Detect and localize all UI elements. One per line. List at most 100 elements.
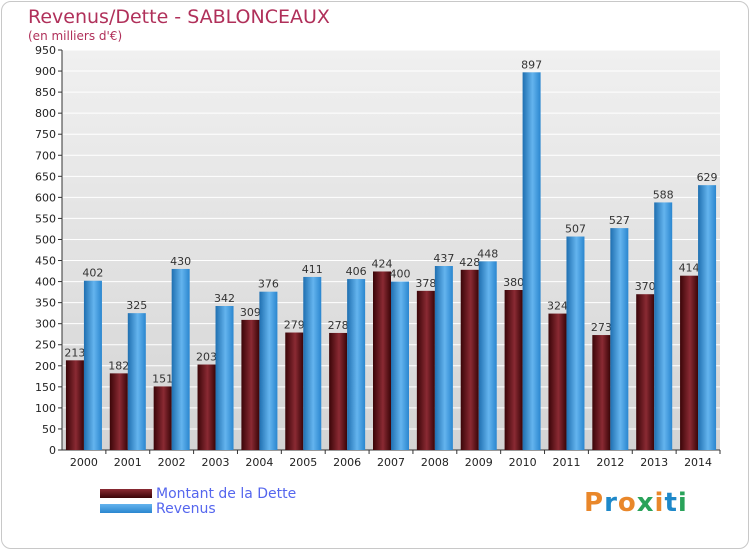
data-label-dette: 414 [679,262,700,275]
data-label-dette: 424 [372,257,393,270]
x-tick-label: 2010 [509,456,537,469]
bar-dette [373,271,391,450]
data-label-dette: 279 [284,319,305,332]
legend-swatch-dette [100,489,152,498]
y-tick-label: 400 [35,276,56,289]
y-tick-label: 800 [35,107,56,120]
bar-dette [416,290,435,450]
x-tick-label: 2005 [289,456,317,469]
data-label-dette: 273 [591,321,612,334]
logo-letter: o [617,488,637,518]
bar-dette [285,332,304,450]
data-label-dette: 378 [415,277,436,290]
data-label-revenus: 342 [214,292,235,305]
bar-dette [636,294,655,450]
data-label-dette: 309 [240,306,261,319]
y-tick-label: 600 [35,191,56,204]
bar-revenus [566,236,585,450]
x-tick-label: 2014 [684,456,712,469]
data-label-dette: 182 [108,359,129,372]
logo-letter: x [636,488,655,518]
y-tick-label: 100 [35,402,56,415]
x-tick-label: 2011 [552,456,580,469]
data-label-revenus: 400 [390,268,411,281]
legend-label-revenus: Revenus [156,500,216,517]
bar-revenus [522,72,541,450]
y-tick-label: 500 [35,233,56,246]
bar-revenus [215,306,234,450]
y-tick-label: 450 [35,255,56,268]
bar-revenus [303,276,322,450]
chart-title: Revenus/Dette - SABLONCEAUX [28,6,330,28]
y-tick-label: 50 [42,423,56,436]
bar-dette [680,275,699,450]
x-tick-label: 2012 [596,456,624,469]
y-tick-label: 650 [35,170,56,183]
logo-letter: i [677,488,688,518]
x-tick-label: 2007 [377,456,405,469]
bar-revenus [171,268,190,450]
bar-revenus [391,281,409,450]
x-tick-label: 2009 [465,456,493,469]
y-tick-label: 700 [35,149,56,162]
x-tick-label: 2004 [245,456,273,469]
bar-dette [197,364,216,450]
bar-revenus [654,202,673,450]
data-label-dette: 380 [503,276,524,289]
logo-letter: t [664,488,678,518]
data-label-revenus: 437 [433,252,454,265]
data-label-dette: 213 [64,346,85,359]
data-label-revenus: 430 [170,255,191,268]
bar-dette [241,319,260,450]
legend-item-revenus: Revenus [100,500,296,517]
x-tick-label: 2002 [158,456,186,469]
bar-revenus [347,279,366,450]
y-tick-label: 250 [35,339,56,352]
bar-dette [592,335,611,450]
y-tick-label: 750 [35,128,56,141]
x-tick-label: 2000 [70,456,98,469]
proxiti-logo: Proxiti [584,488,688,518]
data-label-revenus: 411 [302,263,323,276]
data-label-dette: 278 [328,319,349,332]
data-label-revenus: 406 [346,265,367,278]
bar-revenus [610,228,629,450]
bar-revenus [127,313,146,450]
x-tick-label: 2006 [333,456,361,469]
data-label-revenus: 448 [477,247,498,260]
logo-letter: P [584,488,605,518]
y-tick-label: 350 [35,297,56,310]
data-label-revenus: 507 [565,223,586,236]
data-label-revenus: 325 [126,299,147,312]
x-tick-label: 2001 [114,456,142,469]
y-tick-label: 550 [35,212,56,225]
y-tick-label: 150 [35,381,56,394]
bar-revenus [698,185,717,450]
y-tick-label: 850 [35,86,56,99]
data-label-revenus: 376 [258,278,279,291]
y-tick-label: 950 [35,44,56,57]
y-tick-label: 200 [35,360,56,373]
data-label-dette: 324 [547,300,568,313]
data-label-revenus: 588 [653,188,674,201]
y-tick-label: 900 [35,65,56,78]
chart-subtitle: (en milliers d'€) [28,29,123,43]
bar-dette [329,332,348,450]
data-label-dette: 151 [152,372,173,385]
data-label-revenus: 629 [697,171,718,184]
bar-dette [109,373,128,450]
bar-revenus [259,291,278,450]
data-label-dette: 203 [196,351,217,364]
bar-revenus [478,261,497,450]
y-tick-label: 0 [49,444,56,457]
y-tick-label: 300 [35,318,56,331]
logo-letter: r [604,488,618,518]
bar-dette [504,290,523,450]
bar-revenus [83,280,102,450]
data-label-revenus: 402 [82,267,103,280]
bar-dette [65,360,84,450]
bar-dette [153,386,172,450]
legend-label-dette: Montant de la Dette [156,485,297,502]
legend: Montant de la Dette Revenus [100,485,297,517]
